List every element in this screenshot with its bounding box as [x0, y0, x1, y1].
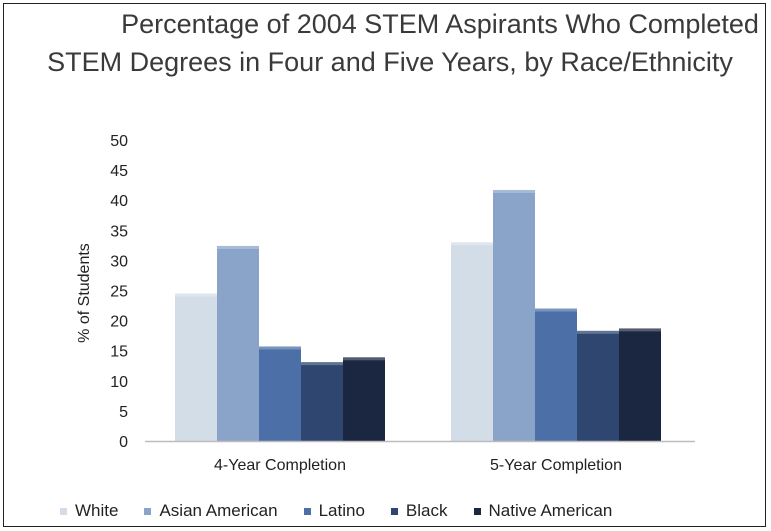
y-tick-label: 20 — [110, 314, 128, 331]
y-tick-label: 30 — [110, 253, 128, 270]
y-tick-label: 40 — [110, 193, 128, 210]
legend: White Asian American Latino Black Native Ame… — [60, 498, 760, 524]
legend-swatch — [303, 507, 311, 515]
y-tick-label: 0 — [119, 434, 128, 451]
legend-swatch — [390, 507, 398, 515]
chart-frame — [3, 3, 766, 527]
bar-highlight — [343, 357, 385, 361]
bar-highlight — [619, 328, 661, 332]
bar-white-2 — [451, 242, 493, 441]
bar-latino-2 — [535, 308, 577, 441]
legend-item-black: Black — [390, 501, 448, 521]
bar-highlight — [535, 308, 577, 312]
y-tick-label: 5 — [119, 404, 128, 421]
y-axis-title: % of Students — [76, 243, 93, 343]
y-tick-label: 10 — [110, 374, 128, 391]
legend-label: Latino — [318, 501, 365, 520]
bar-black-1 — [301, 362, 343, 441]
legend-swatch — [144, 507, 152, 515]
chart-title-line-1: Percentage of 2004 STEM Aspirants Who Co… — [121, 9, 759, 39]
bar-chart: % of Students 0 5 10 15 20 25 30 35 40 45 50 4-Yea… — [76, 133, 695, 474]
legend-item-asian-american: Asian American — [144, 501, 278, 521]
y-tick-label: 50 — [110, 133, 128, 150]
bar-black-2 — [577, 330, 619, 441]
legend-item-white: White — [60, 501, 118, 521]
bars — [175, 189, 661, 441]
bar-highlight — [175, 293, 217, 297]
legend-label: Native American — [488, 501, 613, 520]
x-category-label: 5-Year Completion — [490, 457, 622, 474]
legend-label: White — [75, 501, 119, 520]
y-axis-ticks: 0 5 10 15 20 25 30 35 40 45 50 — [110, 133, 128, 451]
y-tick-label: 25 — [110, 284, 128, 301]
legend-item-latino: Latino — [303, 501, 365, 521]
chart-title-line-2: STEM Degrees in Four and Five Years, by … — [47, 47, 733, 77]
bar-latino-1 — [259, 346, 301, 441]
bar-highlight — [301, 362, 343, 366]
legend-item-native-american: Native American — [473, 501, 613, 521]
bar-native-american-2 — [619, 328, 661, 441]
legend-swatch — [60, 507, 67, 515]
legend-label: Asian American — [159, 501, 278, 520]
x-axis-categories: 4-Year Completion 5-Year Completion — [214, 457, 622, 474]
y-tick-label: 35 — [110, 223, 128, 240]
legend-label: Black — [405, 501, 448, 520]
bar-native-american-1 — [343, 357, 385, 441]
bar-highlight — [451, 242, 493, 246]
bar-asian-american-1 — [217, 245, 259, 441]
bar-highlight — [217, 245, 259, 249]
legend-swatch — [473, 507, 481, 515]
bar-highlight — [577, 330, 619, 334]
y-axis-title-group: % of Students — [76, 243, 93, 343]
bar-highlight — [259, 346, 301, 350]
x-category-label: 4-Year Completion — [214, 457, 346, 474]
y-tick-label: 45 — [110, 163, 128, 180]
bar-highlight — [493, 189, 535, 193]
bar-white-1 — [175, 293, 217, 441]
bar-asian-american-2 — [493, 189, 535, 441]
y-tick-label: 15 — [110, 344, 128, 361]
